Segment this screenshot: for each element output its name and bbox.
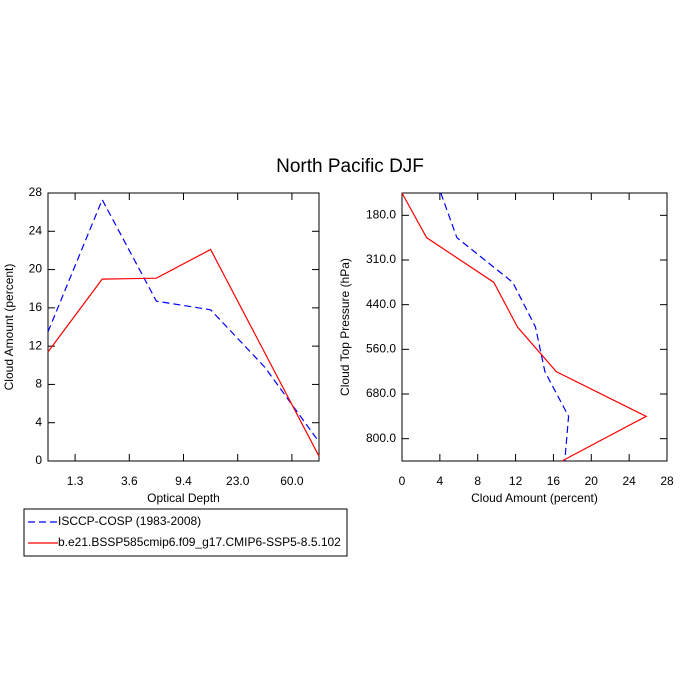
- y-tick-label: 440.0: [366, 297, 396, 311]
- legend-box: [23, 508, 348, 557]
- y-tick-label: 310.0: [366, 252, 396, 266]
- x-axis-title: Cloud Amount (percent): [471, 491, 598, 505]
- x-tick-label: 24: [622, 474, 636, 488]
- y-tick-label: 0: [35, 453, 42, 467]
- y-tick-label: 28: [29, 185, 43, 199]
- x-tick-label: 3.6: [121, 474, 138, 488]
- x-tick-label: 1.3: [67, 474, 84, 488]
- x-tick-label: 0: [399, 474, 406, 488]
- figure-title: North Pacific DJF: [276, 156, 424, 177]
- x-tick-label: 60.0: [280, 474, 304, 488]
- plot-frame: [401, 192, 668, 462]
- plot-frame: [47, 192, 320, 462]
- y-tick-label: 16: [29, 300, 43, 314]
- series-line: [47, 198, 320, 443]
- x-tick-label: 16: [547, 474, 561, 488]
- y-tick-label: 12: [29, 338, 43, 352]
- x-tick-label: 12: [509, 474, 523, 488]
- x-tick-label: 23.0: [226, 474, 250, 488]
- y-tick-label: 20: [29, 262, 43, 276]
- y-tick-label: 24: [29, 223, 43, 237]
- x-tick-label: 4: [437, 474, 444, 488]
- series-line: [47, 248, 320, 457]
- y-tick-label: 560.0: [366, 342, 396, 356]
- x-tick-label: 20: [585, 474, 599, 488]
- y-tick-label: 800.0: [366, 431, 396, 445]
- y-axis-title: Cloud Amount (percent): [2, 264, 16, 391]
- series-line: [401, 192, 648, 462]
- y-tick-label: 680.0: [366, 386, 396, 400]
- y-axis-title: Cloud Top Pressure (hPa): [338, 258, 352, 396]
- y-tick-label: 8: [35, 377, 42, 391]
- y-tick-label: 4: [35, 415, 42, 429]
- x-tick-label: 8: [474, 474, 481, 488]
- series-line: [440, 192, 570, 462]
- legend-label: ISCCP-COSP (1983-2008): [58, 514, 201, 528]
- x-tick-label: 28: [660, 474, 674, 488]
- x-axis-title: Optical Depth: [147, 491, 220, 505]
- x-tick-label: 9.4: [175, 474, 192, 488]
- legend-label: b.e21.BSSP585cmip6.f09_g17.CMIP6-SSP5-8.…: [58, 535, 341, 549]
- y-tick-label: 180.0: [366, 208, 396, 222]
